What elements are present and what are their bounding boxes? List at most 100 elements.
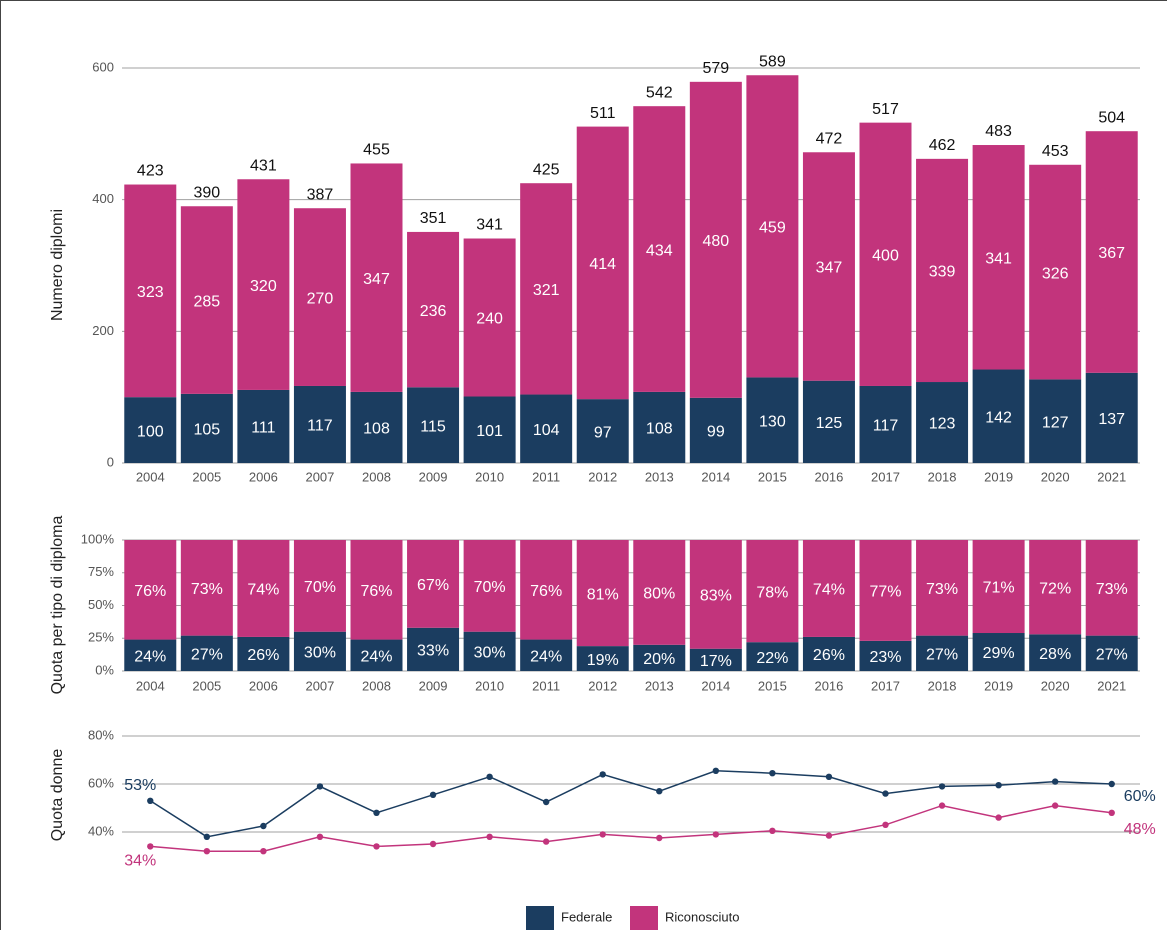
total-label: 453: [1042, 143, 1069, 160]
point: [825, 832, 833, 839]
point: [769, 827, 776, 834]
point: [316, 833, 324, 840]
data-label: 240: [476, 311, 503, 328]
legend-label: Riconosciuto: [665, 909, 739, 924]
y-tick-label: 0%: [95, 662, 114, 677]
point: [656, 834, 663, 842]
y-tick-label: 60%: [88, 775, 114, 790]
data-label: 347: [816, 260, 843, 277]
x-tick-label: 2006: [249, 469, 278, 484]
y-tick-label: 200: [92, 323, 114, 338]
y-tick-label: 40%: [88, 823, 114, 838]
data-label: 24%: [360, 648, 392, 665]
data-label: 73%: [191, 581, 223, 598]
data-label: 27%: [191, 647, 223, 664]
data-label: 459: [759, 220, 786, 237]
data-label: 53%: [124, 777, 156, 794]
x-tick-label: 2013: [645, 469, 674, 484]
data-label: 72%: [1039, 580, 1071, 597]
data-label: 115: [420, 418, 446, 435]
bar-segment: [1029, 164, 1082, 380]
data-label: 339: [929, 264, 956, 281]
total-label: 423: [137, 163, 164, 180]
x-tick-label: 2010: [475, 469, 504, 484]
point: [486, 833, 493, 840]
data-label: 321: [533, 282, 560, 299]
total-label: 390: [193, 184, 220, 201]
bar-segment: [1085, 131, 1138, 373]
bar-segment: [972, 369, 1025, 463]
y-tick-label: 50%: [88, 597, 114, 612]
data-label: 48%: [1124, 821, 1156, 838]
bar-segment: [293, 385, 346, 463]
point: [769, 770, 776, 777]
x-tick-label: 2007: [305, 469, 334, 484]
data-label: 20%: [643, 651, 675, 668]
bar-segment: [576, 126, 629, 400]
x-tick-label: 2017: [871, 678, 900, 693]
point: [599, 771, 606, 778]
data-label: 137: [1098, 411, 1125, 428]
data-label: 326: [1042, 265, 1069, 282]
x-tick-label: 2006: [249, 678, 278, 693]
bar-segment: [1029, 540, 1082, 635]
bar-segment: [124, 397, 177, 463]
bar-segment: [576, 646, 629, 671]
y-tick-label: 75%: [88, 564, 114, 579]
data-label: 130: [759, 413, 786, 430]
y-axis-title: Quota per tipo di diploma: [49, 516, 66, 695]
point: [203, 833, 211, 840]
x-tick-label: 2010: [475, 678, 504, 693]
x-tick-label: 2009: [419, 678, 448, 693]
x-tick-label: 2012: [588, 469, 617, 484]
bar-segment: [407, 387, 460, 463]
point: [147, 843, 154, 850]
bar-segment: [1029, 634, 1082, 671]
data-label: 101: [476, 423, 503, 440]
bar-segment: [916, 540, 969, 636]
bar-segment: [180, 540, 233, 636]
data-label: 434: [646, 242, 673, 259]
bar-segment: [746, 540, 799, 643]
point: [882, 790, 889, 797]
bar-segment: [180, 206, 233, 394]
x-tick-label: 2008: [362, 678, 391, 693]
data-label: 125: [816, 415, 843, 432]
data-label: 73%: [1096, 581, 1128, 598]
data-label: 70%: [474, 579, 506, 596]
bar-segment: [633, 540, 686, 645]
total-label: 517: [872, 101, 899, 118]
data-label: 111: [251, 420, 275, 437]
bar-segment: [350, 540, 403, 640]
bar-segment: [124, 639, 177, 671]
point: [712, 831, 720, 838]
data-label: 30%: [304, 645, 336, 662]
x-tick-label: 2019: [984, 469, 1013, 484]
data-label: 347: [363, 271, 390, 288]
bar-segment: [633, 644, 686, 671]
y-tick-label: 0: [107, 454, 114, 469]
data-label: 26%: [813, 647, 845, 664]
bar-segment: [463, 396, 516, 463]
bar-segment: [237, 389, 290, 463]
data-label: 100: [137, 423, 164, 440]
bar-segment: [746, 642, 799, 671]
data-label: 74%: [247, 582, 279, 599]
bar-segment: [802, 152, 855, 381]
data-label: 80%: [643, 586, 675, 603]
data-label: 105: [193, 422, 220, 439]
bar-segment: [576, 399, 629, 463]
data-label: 24%: [530, 648, 562, 665]
bar-segment: [972, 145, 1025, 370]
x-tick-label: 2013: [645, 678, 674, 693]
data-label: 108: [646, 421, 673, 438]
data-label: 23%: [869, 649, 901, 666]
data-label: 117: [307, 418, 333, 435]
x-tick-label: 2015: [758, 469, 787, 484]
bar-segment: [859, 385, 912, 463]
x-tick-label: 2016: [814, 469, 843, 484]
y-axis-title: Quota donne: [49, 749, 66, 842]
point: [995, 782, 1002, 789]
point: [147, 797, 154, 804]
